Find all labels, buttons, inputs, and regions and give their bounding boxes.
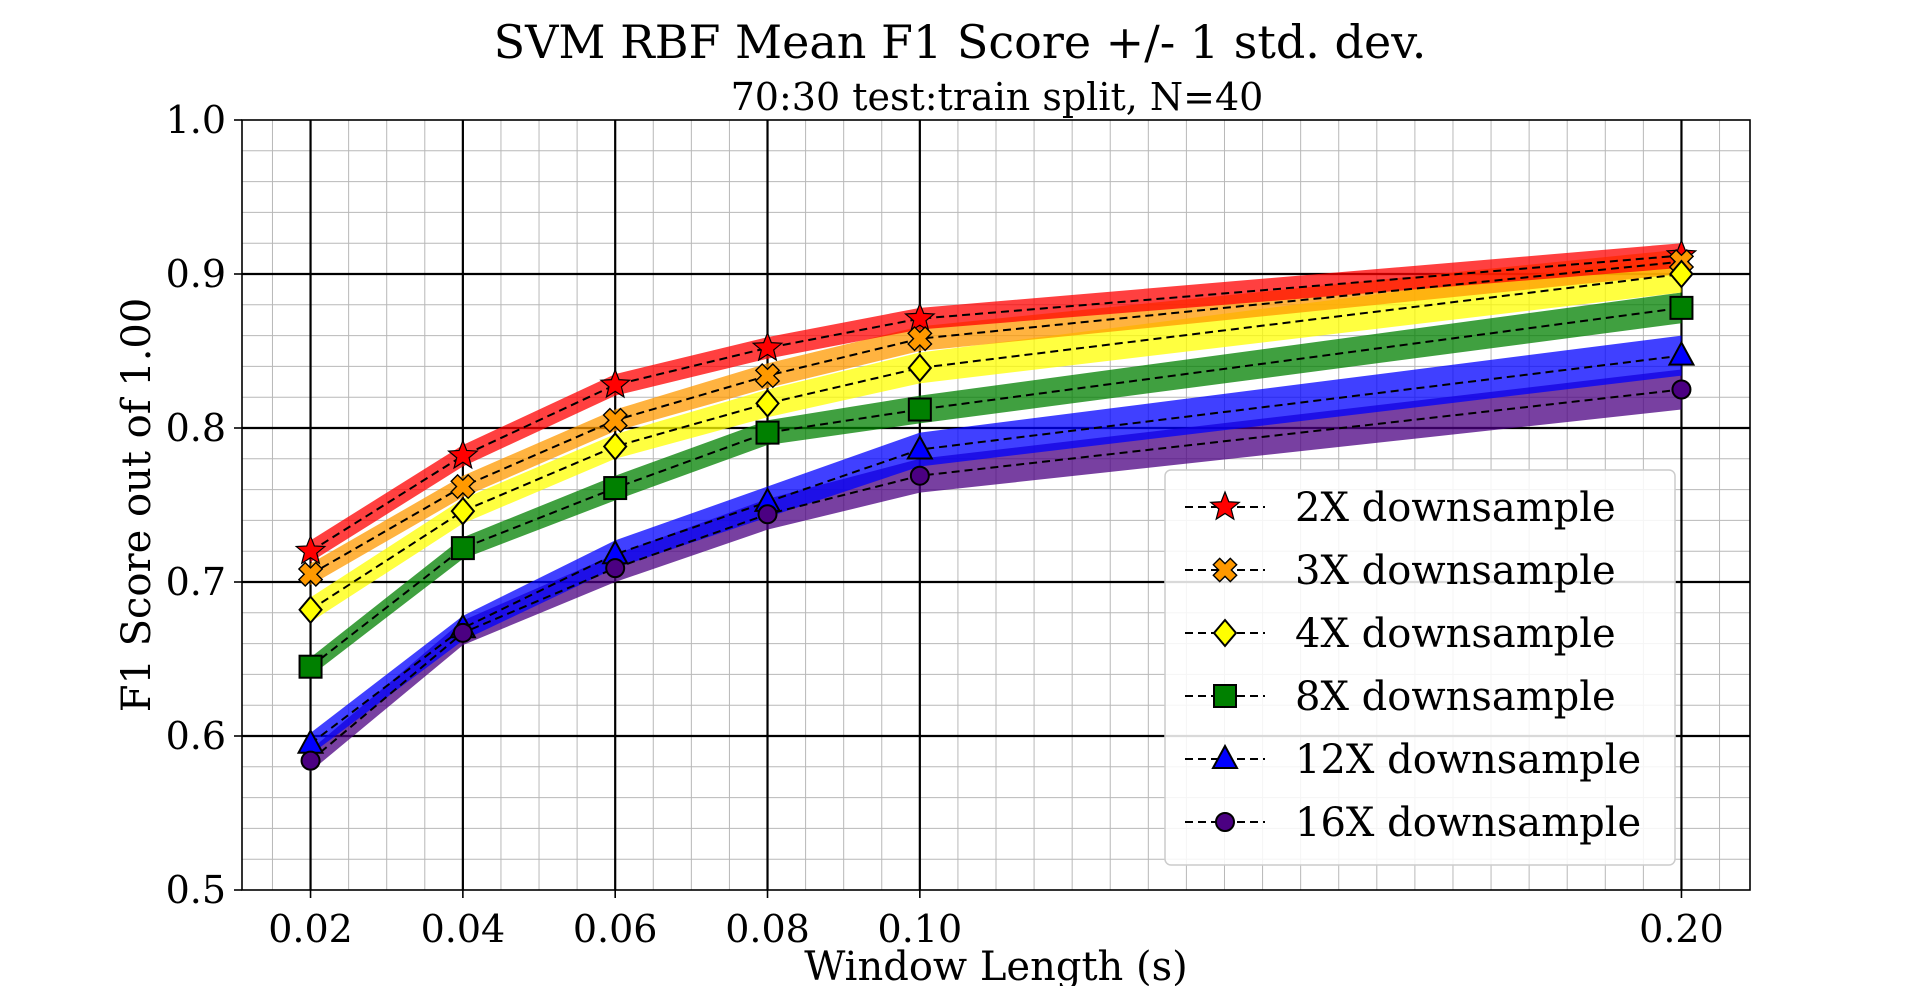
data-point [909,465,930,486]
legend-label: 2X downsample [1295,485,1616,531]
data-point [751,331,784,362]
legend-marker [1211,743,1239,769]
data-point [602,407,628,433]
data-point [297,561,324,587]
legend: 2X downsample 3X downsample 4X downsample 8… [1164,469,1676,866]
data-point [904,302,936,333]
x-tick-label: 0.08 [725,907,810,951]
data-point [1669,295,1694,320]
x-axis-ticks: 0.02 0.04 0.06 0.08 0.10 0.20 [268,890,1724,951]
data-point [603,476,628,501]
chart-subtitle: 70:30 test:train split, N=40 [731,75,1264,119]
data-point [599,368,632,399]
legend-marker [1212,618,1238,648]
data-point [605,558,626,579]
data-point [298,654,323,679]
data-point [300,750,321,771]
x-tick-label: 0.20 [1639,907,1724,951]
legend-marker [1215,812,1235,832]
y-tick-label: 0.7 [166,560,226,604]
series-markers [294,238,1698,771]
series-line-1 [310,254,1682,553]
data-point [450,536,475,561]
y-axis-ticks: 0.5 0.6 0.7 0.8 0.9 1.0 [166,98,242,912]
y-axis-label: F1 Score out of 1.00 [114,298,160,713]
data-point [906,434,934,460]
series-lines [309,254,1682,762]
x-axis-label: Window Length (s) [804,944,1188,986]
series-line-5 [309,354,1682,745]
legend-label: 16X downsample [1295,800,1641,846]
data-point [447,439,479,470]
legend-label: 8X downsample [1295,674,1616,720]
chart-title: SVM RBF Mean F1 Score +/- 1 std. dev. [494,15,1427,69]
data-point [757,504,778,525]
x-tick-label: 0.02 [268,907,353,951]
x-tick-label: 0.06 [573,907,658,951]
series-line-4 [309,306,1682,668]
series-line-6 [309,388,1682,762]
data-point [755,420,780,445]
std-band-4 [310,292,1682,676]
y-tick-label: 0.8 [166,406,226,450]
std-band-3 [310,255,1682,623]
data-point [1667,340,1696,366]
data-point [907,326,933,352]
data-point [450,473,476,500]
legend-marker [1213,684,1237,708]
data-point [294,534,327,565]
x-tick-label: 0.04 [421,907,506,951]
data-point [755,388,780,418]
y-tick-label: 1.0 [166,98,226,142]
data-point [452,622,473,643]
std-bands [310,243,1682,772]
data-point [450,496,476,526]
plot-frame [241,119,1751,891]
data-point [907,353,933,383]
legend-marker [1212,557,1238,583]
y-tick-label: 0.5 [166,868,226,912]
data-point [754,362,781,389]
series-line-2 [310,260,1682,576]
y-tick-label: 0.6 [166,714,226,758]
std-band-5 [310,335,1682,755]
data-point [602,431,628,462]
data-point [907,397,932,422]
legend-label: 3X downsample [1295,548,1616,594]
y-tick-label: 0.9 [166,252,226,296]
legend-box [1164,469,1676,866]
std-band-1 [310,243,1682,562]
legend-label: 12X downsample [1295,737,1641,783]
legend-label: 4X downsample [1295,611,1616,657]
data-point [1669,259,1694,289]
data-point [298,595,323,625]
std-band-2 [310,249,1682,586]
legend-marker [1209,490,1241,521]
x-tick-label: 0.10 [878,907,963,951]
data-point [1671,379,1692,400]
